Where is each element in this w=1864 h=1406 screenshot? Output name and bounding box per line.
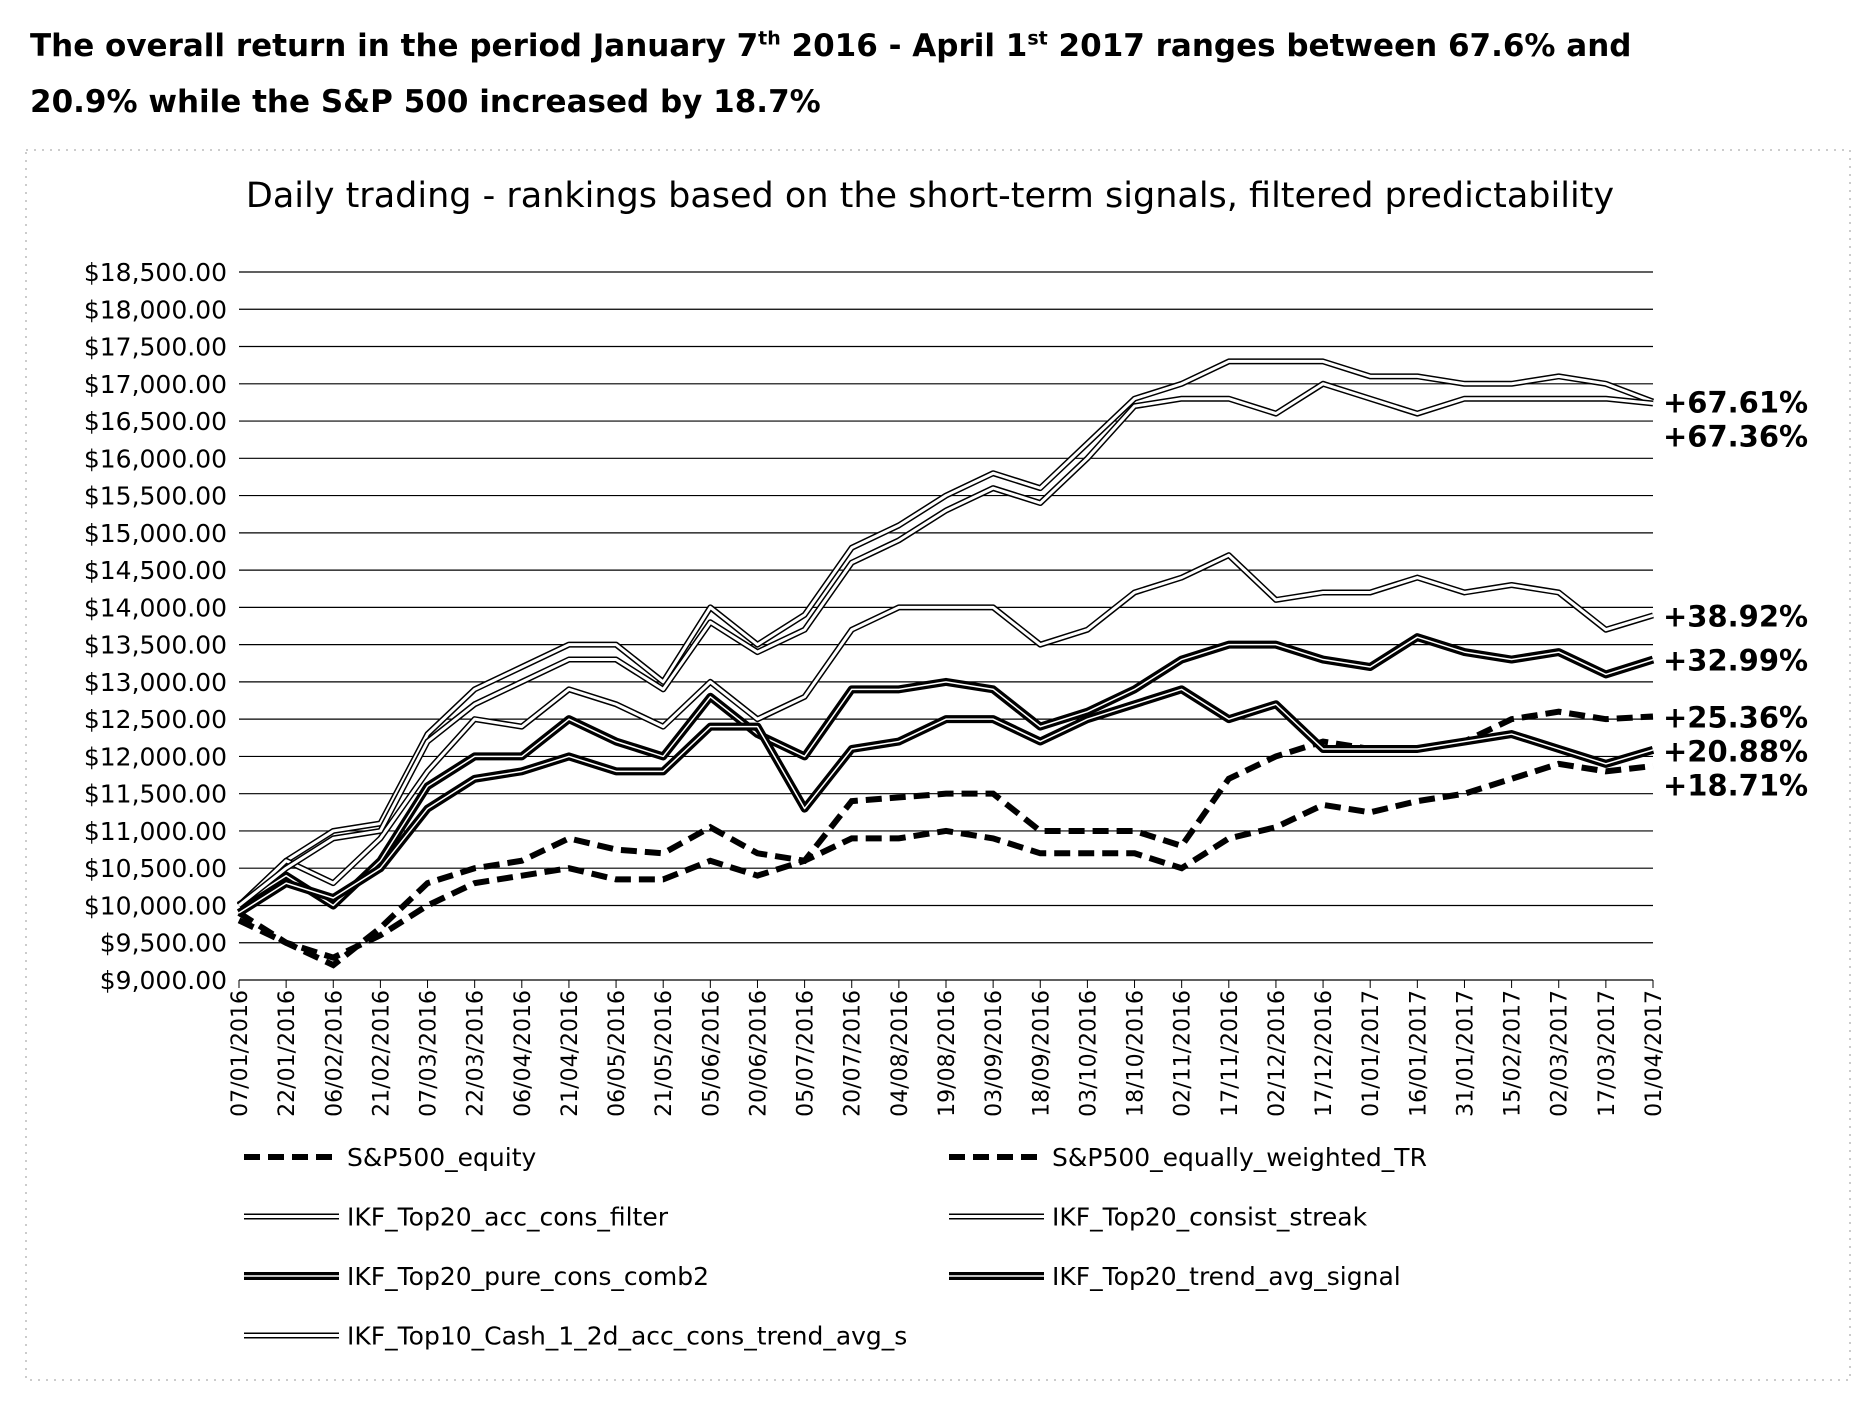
legend-label: IKF_Top20_pure_cons_comb2 (347, 1262, 709, 1291)
legend-label: S&P500_equity (347, 1143, 536, 1172)
x-tick-label: 21/02/2016 (369, 990, 394, 1117)
x-tick-label: 31/01/2017 (1453, 990, 1478, 1117)
legend-label: IKF_Top20_consist_streak (1052, 1203, 1368, 1232)
y-tick-label: $10,500.00 (84, 854, 227, 883)
y-tick-label: $16,000.00 (84, 444, 227, 473)
y-tick-label: $18,000.00 (84, 295, 227, 324)
series-line (238, 382, 1654, 907)
x-tick-label: 20/07/2016 (841, 990, 866, 1117)
series-line (237, 359, 1654, 907)
y-tick-label: $17,000.00 (84, 370, 227, 399)
x-tick-label: 01/01/2017 (1359, 990, 1384, 1117)
y-tick-label: $16,500.00 (84, 407, 227, 436)
end-label: +25.36% (1663, 700, 1808, 734)
headline-text: The overall return in the period January… (30, 28, 759, 64)
y-tick-label: $18,500.00 (84, 258, 227, 287)
y-tick-label: $12,500.00 (84, 705, 227, 734)
x-tick-label: 21/05/2016 (652, 990, 677, 1117)
y-tick-label: $15,500.00 (84, 482, 227, 511)
x-tick-label: 22/03/2016 (464, 990, 489, 1117)
x-tick-label: 02/11/2016 (1171, 990, 1196, 1117)
x-tick-label: 07/01/2016 (228, 990, 253, 1117)
x-tick-label: 16/01/2017 (1406, 990, 1431, 1117)
y-tick-label: $12,000.00 (84, 742, 227, 771)
x-tick-label: 21/04/2016 (558, 990, 583, 1117)
legend-label: IKF_Top20_trend_avg_signal (1052, 1262, 1401, 1291)
chart-frame (25, 149, 1851, 1381)
legend-label: IKF_Top10_Cash_1_2d_acc_cons_trend_avg_s (347, 1322, 907, 1351)
y-tick-label: $11,500.00 (84, 780, 227, 809)
end-label: +67.36% (1663, 420, 1808, 454)
x-tick-label: 18/10/2016 (1124, 990, 1149, 1117)
x-tick-label: 05/06/2016 (699, 990, 724, 1117)
x-tick-label: 19/08/2016 (935, 990, 960, 1117)
series-line (238, 688, 1654, 914)
x-tick-label: 01/04/2017 (1642, 990, 1667, 1117)
headline-sup: th (758, 27, 781, 50)
x-tick-label: 17/11/2016 (1218, 990, 1243, 1117)
y-tick-label: $9,000.00 (100, 966, 227, 995)
y-tick-label: $13,500.00 (84, 631, 227, 660)
x-tick-label: 03/09/2016 (982, 990, 1007, 1117)
y-tick-label: $15,000.00 (84, 519, 227, 548)
end-label: +38.92% (1663, 599, 1808, 633)
x-tick-label: 03/10/2016 (1076, 990, 1101, 1117)
legend-label: S&P500_equally_weighted_TR (1052, 1143, 1427, 1172)
chart-title: Daily trading - rankings based on the sh… (246, 176, 1614, 216)
x-tick-label: 17/03/2017 (1595, 990, 1620, 1117)
headline-text: 2016 - April 1 (780, 28, 1028, 64)
headline: The overall return in the period January… (30, 18, 1730, 130)
x-tick-label: 17/12/2016 (1312, 990, 1337, 1117)
y-tick-label: $10,000.00 (84, 891, 227, 920)
x-tick-label: 15/02/2017 (1501, 990, 1526, 1117)
x-tick-label: 07/03/2016 (417, 990, 442, 1117)
end-label: +18.71% (1663, 768, 1808, 802)
series-line (237, 760, 1654, 961)
x-tick-label: 05/07/2016 (794, 990, 819, 1117)
legend-label: IKF_Top20_acc_cons_filter (347, 1203, 669, 1232)
x-tick-label: 04/08/2016 (888, 990, 913, 1117)
y-tick-label: $13,000.00 (84, 668, 227, 697)
x-tick-label: 06/04/2016 (511, 990, 536, 1117)
y-tick-label: $14,000.00 (84, 593, 227, 622)
y-tick-label: $17,500.00 (84, 333, 227, 362)
x-tick-label: 20/06/2016 (746, 990, 771, 1117)
x-tick-label: 02/12/2016 (1265, 990, 1290, 1117)
x-tick-label: 06/05/2016 (605, 990, 630, 1117)
series-line (237, 553, 1654, 907)
y-tick-label: $11,000.00 (84, 817, 227, 846)
series-line-outline (236, 358, 1655, 908)
headline-sup: st (1027, 27, 1048, 50)
x-tick-label: 02/03/2017 (1548, 990, 1573, 1117)
x-tick-label: 22/01/2016 (275, 990, 300, 1117)
x-tick-label: 18/09/2016 (1029, 990, 1054, 1117)
y-tick-label: $14,500.00 (84, 556, 227, 585)
end-label: +20.88% (1663, 734, 1808, 768)
end-label: +32.99% (1663, 644, 1808, 678)
y-tick-label: $9,500.00 (100, 929, 227, 958)
end-label: +67.61% (1663, 386, 1808, 420)
headline-text: 2017 ranges between 67.6% and 20.9% whil… (30, 28, 1632, 120)
x-tick-label: 06/02/2016 (322, 990, 347, 1117)
series-line (238, 636, 1654, 907)
